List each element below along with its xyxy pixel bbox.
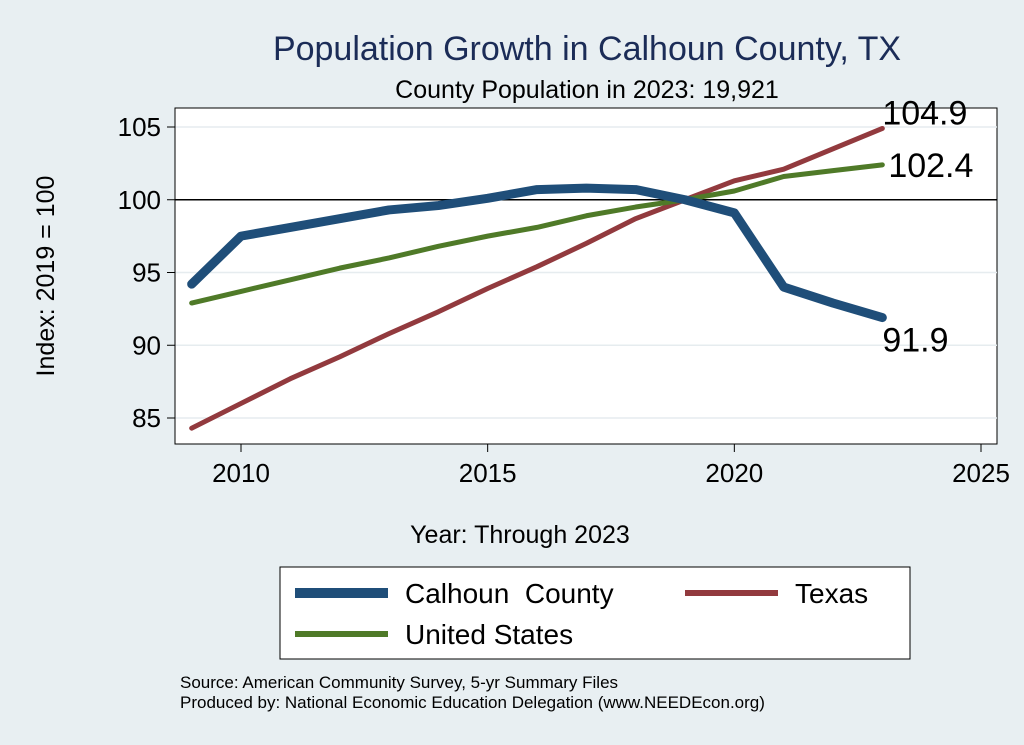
end-label-group: 104.9 102.4 91.9 — [882, 94, 973, 359]
x-tick-label: 2015 — [459, 458, 517, 488]
y-tick-label: 105 — [118, 112, 161, 142]
end-label: 104.9 — [882, 94, 967, 132]
series-line-united-states — [189, 162, 885, 306]
legend-label: Calhoun County — [405, 578, 614, 609]
x-axis-label: Year: Through 2023 — [410, 521, 630, 549]
series-line-texas — [189, 125, 885, 431]
legend-label: Texas — [795, 578, 868, 609]
y-axis-label: Index: 2019 = 100 — [32, 176, 60, 377]
legend-items: Calhoun County Texas United States — [295, 578, 868, 650]
legend — [279, 566, 911, 660]
y-tick-label: 95 — [132, 258, 161, 288]
y-tick-group: 85 90 95 100 105 — [118, 112, 175, 433]
producer-note: Produced by: National Economic Education… — [180, 693, 765, 712]
chart-subtitle: County Population in 2023: 19,921 — [395, 76, 779, 104]
end-label: 102.4 — [888, 147, 973, 185]
x-tick-group: 2010 2015 2020 2025 — [212, 444, 1010, 488]
series-line-calhoun-county — [187, 183, 887, 323]
x-tick-label: 2020 — [705, 458, 763, 488]
x-tick-label: 2010 — [212, 458, 270, 488]
y-tick-label: 85 — [132, 403, 161, 433]
source-note: Source: American Community Survey, 5-yr … — [180, 673, 618, 692]
series-group — [187, 125, 887, 431]
y-tick-label: 90 — [132, 330, 161, 360]
chart-title: Population Growth in Calhoun County, TX — [273, 30, 901, 68]
x-tick-label: 2025 — [952, 458, 1010, 488]
legend-label: United States — [405, 619, 573, 650]
y-tick-label: 100 — [118, 185, 161, 215]
end-label: 91.9 — [882, 322, 948, 360]
